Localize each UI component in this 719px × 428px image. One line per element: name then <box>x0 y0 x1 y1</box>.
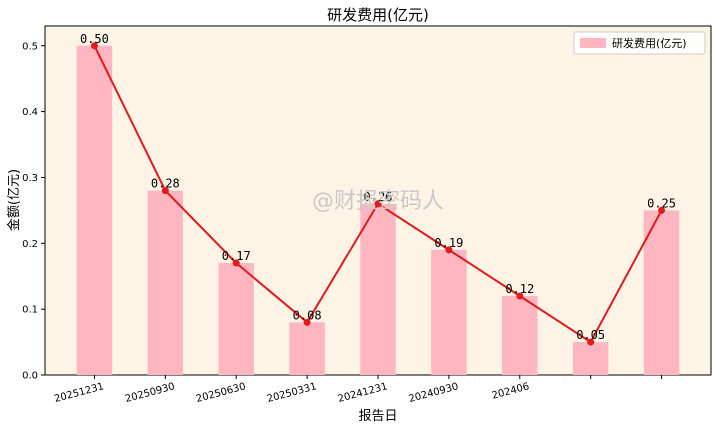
data-label: 0.25 <box>647 196 676 210</box>
line-point <box>90 42 98 50</box>
y-tick-label: 0.5 <box>22 41 38 52</box>
data-labels: 0.50 0.28 0.17 0.08 0.26 0.19 0.12 0.05 0.25 <box>80 32 676 342</box>
line-point <box>445 246 453 254</box>
line-point <box>161 187 169 195</box>
bar <box>360 203 396 375</box>
data-label: 0.05 <box>576 328 605 342</box>
line-point <box>374 200 382 208</box>
data-label: 0.17 <box>222 249 251 263</box>
line-point <box>516 292 524 300</box>
data-label: 0.50 <box>80 32 109 46</box>
bar <box>289 322 325 375</box>
line-point <box>232 259 240 267</box>
watermark: @财报密码人 <box>312 189 444 214</box>
x-tick-label: 20250930 <box>124 381 176 405</box>
bar <box>218 263 254 375</box>
y-tick-label: 0.4 <box>22 107 38 118</box>
data-label: 0.26 <box>364 190 393 204</box>
x-tick-label: 20240930 <box>408 381 460 405</box>
line-point <box>587 338 595 346</box>
bar <box>572 342 609 375</box>
legend-label: 研发费用(亿元) <box>612 36 687 50</box>
y-axis-title: 金额(亿元) <box>6 169 22 231</box>
chart-title: 研发费用(亿元) <box>327 6 429 24</box>
line-point <box>303 318 311 326</box>
bar <box>502 295 538 375</box>
data-label: 0.08 <box>293 308 322 322</box>
x-tick-label: 20250630 <box>195 381 247 405</box>
x-tick-label: 20250331 <box>266 381 318 405</box>
data-label: 0.28 <box>151 177 180 191</box>
line-point <box>658 206 666 214</box>
line-series <box>90 42 666 346</box>
bars <box>76 45 680 375</box>
x-axis: 20251231 20250930 20250630 20250331 20241231… <box>53 375 663 405</box>
x-tick-label: 20241231 <box>337 381 389 405</box>
data-label: 0.12 <box>505 282 534 296</box>
data-label: 0.19 <box>434 236 463 250</box>
bar <box>76 45 113 375</box>
x-tick-label: 20251231 <box>53 381 105 405</box>
y-tick-label: 0.0 <box>22 371 38 382</box>
y-tick-label: 0.1 <box>22 305 38 316</box>
x-tick-label: 202406 <box>491 381 531 402</box>
legend: 研发费用(亿元) <box>573 31 706 55</box>
legend-swatch <box>580 38 606 48</box>
y-tick-label: 0.3 <box>22 173 38 184</box>
x-axis-title: 报告日 <box>358 409 397 424</box>
y-tick-label: 0.2 <box>22 239 38 250</box>
bar <box>431 249 467 375</box>
bar <box>643 210 680 375</box>
y-axis: 0.0 0.1 0.2 0.3 0.4 0.5 <box>22 41 45 382</box>
bar <box>147 190 184 375</box>
